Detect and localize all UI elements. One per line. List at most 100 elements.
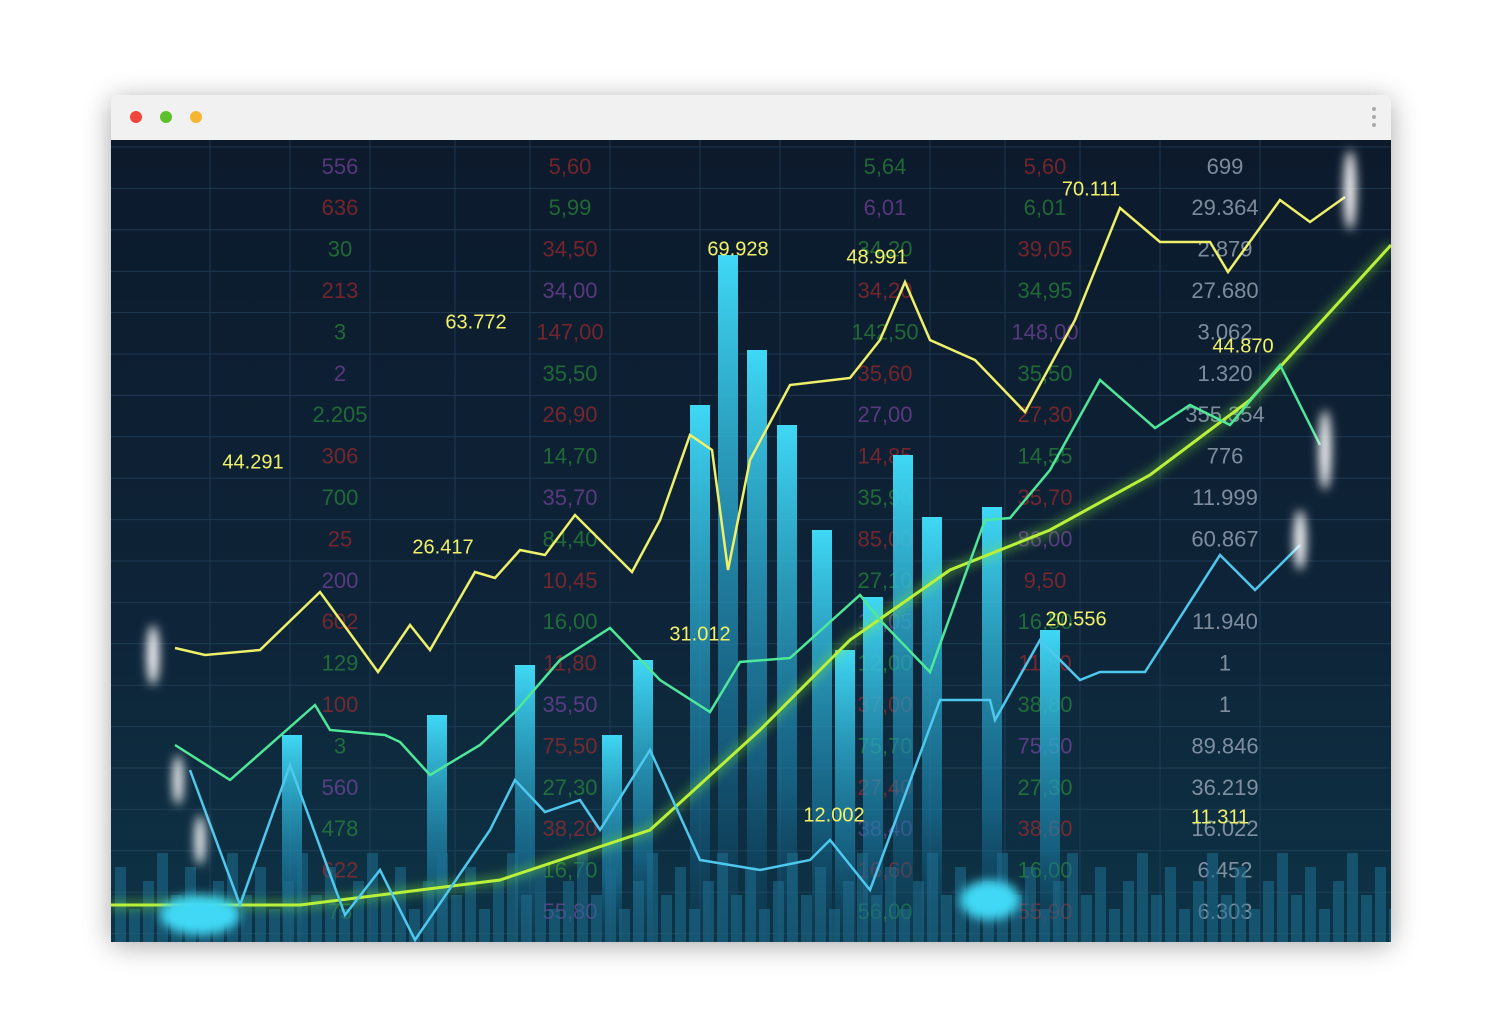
volume-bar [1291, 895, 1302, 942]
ticker-value: 25 [328, 526, 352, 551]
volume-bar [1347, 853, 1358, 942]
volume-bar [1333, 881, 1344, 942]
ticker-value: 5,99 [549, 195, 592, 220]
volume-bar [465, 867, 476, 942]
volume-bar [633, 881, 644, 942]
volume-bar [661, 895, 672, 942]
volume-bar [269, 909, 280, 942]
ticker-value: 14,70 [542, 444, 597, 469]
ticker-value: 556 [322, 154, 359, 179]
annotation: 11.311 [1191, 806, 1249, 828]
volume-bar [1319, 909, 1330, 942]
volume-bar [493, 881, 504, 942]
volume-bar [1263, 881, 1274, 942]
volume-bar [1053, 881, 1064, 942]
volume-bar [311, 895, 322, 942]
ticker-value: 700 [322, 485, 359, 510]
ticker-value: 200 [322, 568, 359, 593]
ticker-value: 213 [322, 278, 359, 303]
volume-bar [801, 895, 812, 942]
annotation: 31.012 [669, 623, 730, 645]
ticker-value: 60.867 [1191, 526, 1258, 551]
volume-bar [1389, 909, 1391, 942]
volume-bar [871, 895, 882, 942]
volume-bar [731, 895, 742, 942]
annotation: 26.417 [412, 536, 473, 558]
ticker-value: 75,50 [542, 733, 597, 758]
ticker-value: 26,90 [542, 402, 597, 427]
volume-bar [1277, 853, 1288, 942]
volume-bar [1081, 895, 1092, 942]
volume-bar [1207, 853, 1218, 942]
close-button[interactable] [130, 111, 142, 123]
volume-bar [787, 853, 798, 942]
volume-bar [1179, 909, 1190, 942]
ticker-value: 36.219 [1191, 775, 1258, 800]
volume-bar [885, 867, 896, 942]
volume-bar [129, 909, 140, 942]
volume-bar [1375, 867, 1386, 942]
ticker-value: 1 [1219, 651, 1231, 676]
menu-button[interactable] [1372, 107, 1376, 127]
volume-bar [647, 853, 658, 942]
volume-bar [1011, 895, 1022, 942]
ticker-value: 5,64 [864, 154, 907, 179]
ticker-value: 34,95 [1017, 278, 1072, 303]
volume-bar [759, 909, 770, 942]
volume-bar [1361, 895, 1372, 942]
ticker-value: 11.999 [1192, 485, 1258, 510]
volume-bar [913, 881, 924, 942]
ticker-value: 27,30 [542, 775, 597, 800]
ticker-value: 35,70 [542, 485, 597, 510]
volume-bar [549, 909, 560, 942]
volume-bar [899, 909, 910, 942]
ticker-value: 39,05 [1017, 237, 1072, 262]
volume-bar [717, 853, 728, 942]
ticker-value: 560 [322, 775, 359, 800]
volume-bar [297, 853, 308, 942]
volume-bar [815, 867, 826, 942]
volume-bar [689, 909, 700, 942]
ticker-value: 129 [322, 651, 359, 676]
volume-bar [353, 881, 364, 942]
glows [147, 150, 1356, 935]
annotation: 12.002 [803, 804, 864, 826]
ticker-value: 1 [1219, 692, 1231, 717]
ticker-value: 306 [322, 444, 359, 469]
ticker-value: 16.022 [1191, 816, 1258, 841]
volume-bar [591, 895, 602, 942]
ticker-value: 34,50 [542, 237, 597, 262]
volume-bar [241, 895, 252, 942]
bars [282, 255, 1060, 942]
ticker-value: 5,60 [549, 154, 592, 179]
volume-bar [577, 853, 588, 942]
maximize-button[interactable] [160, 111, 172, 123]
volume-bar [1221, 895, 1232, 942]
volume-bar [703, 881, 714, 942]
volume-bar [423, 881, 434, 942]
ticker-value: 2 [334, 361, 346, 386]
ticker-value: 3 [334, 319, 346, 344]
volume-bar [1109, 909, 1120, 942]
volume-bar [1249, 909, 1260, 942]
volume-bar [1235, 867, 1246, 942]
ticker-value: 27.680 [1191, 278, 1258, 303]
ticker-value: 6,01 [1024, 195, 1067, 220]
volume-bar [507, 853, 518, 942]
ticker-value: 34,20 [857, 278, 912, 303]
annotation: 48.991 [846, 246, 907, 268]
volume-bar [339, 909, 350, 942]
ticker-value: 5,60 [1024, 154, 1067, 179]
volume-bar [563, 881, 574, 942]
ticker-value: 16,00 [542, 609, 597, 634]
ticker-value: 147,00 [536, 319, 603, 344]
ticker-value: 89.846 [1191, 733, 1258, 758]
volume-bar [857, 853, 868, 942]
volume-bar [927, 853, 938, 942]
ticker-value: 11.940 [1192, 609, 1258, 634]
volume-bar [1137, 853, 1148, 942]
volume-bar [745, 867, 756, 942]
annotation: 69.928 [707, 238, 768, 260]
minimize-button[interactable] [190, 111, 202, 123]
